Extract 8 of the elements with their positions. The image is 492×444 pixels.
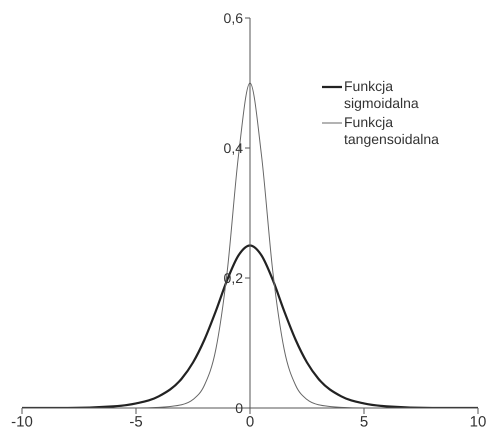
- x-tick-label: 0: [246, 414, 254, 431]
- x-tick-label: 10: [470, 414, 486, 431]
- y-tick-label: 0,6: [224, 10, 244, 26]
- x-tick-label: 5: [360, 414, 368, 431]
- legend-label: Funkcja tangensoidalna: [344, 114, 440, 148]
- x-tick-label: -5: [129, 414, 143, 431]
- legend-label: Funkcja sigmoidalna: [344, 78, 420, 112]
- x-tick-label: -10: [11, 414, 33, 431]
